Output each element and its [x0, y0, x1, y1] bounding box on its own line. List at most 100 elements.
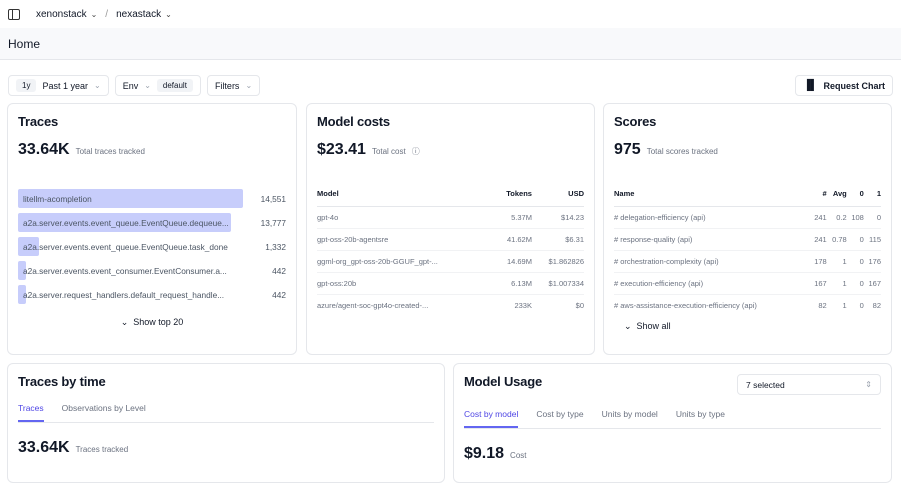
- chevron-up-down-icon: ⇕: [865, 380, 872, 389]
- org-name: xenonstack: [36, 8, 87, 20]
- table-cell: 0: [846, 272, 864, 295]
- total-value: $9.18: [464, 445, 505, 462]
- table-cell: 1: [826, 250, 847, 273]
- table-cell: 5.37M: [494, 206, 532, 229]
- bar-chart-icon: ▐▌: [803, 80, 818, 91]
- table-cell: 115: [863, 228, 881, 251]
- table-cell: 167: [809, 272, 827, 295]
- table-row[interactable]: gpt-oss:20b 6.13M $1.007334: [317, 272, 584, 295]
- traces-by-time-card: Traces by time Traces Observations by Lev…: [7, 363, 445, 483]
- total-value: $23.41: [317, 141, 366, 158]
- model-select-value: 7 selected: [746, 379, 785, 390]
- date-range-button[interactable]: 1y Past 1 year ⌄: [8, 75, 109, 96]
- info-icon[interactable]: ⓘ: [411, 147, 420, 156]
- table-row[interactable]: gpt-oss-20b-agentsre 41.62M $6.31: [317, 228, 584, 251]
- table-cell: 178: [809, 250, 827, 273]
- tab-cost-by-model[interactable]: Cost by model: [464, 409, 519, 428]
- table-cell: $0: [575, 301, 584, 311]
- trace-row[interactable]: litellm-acompletion 14,551: [18, 189, 286, 208]
- scores-card: Scores 975 Total scores tracked Name # Avg 0…: [603, 103, 892, 355]
- table-cell: $6.31: [531, 228, 584, 251]
- table-row[interactable]: # orchestration-complexity (api) 178 1 0 176: [614, 250, 881, 273]
- card-title: Traces by time: [18, 374, 106, 389]
- page-title: Home: [0, 28, 901, 60]
- table-cell: 233K: [514, 301, 532, 311]
- table-cell: # response-quality (api): [614, 228, 810, 251]
- filter-bar: 1y Past 1 year ⌄ Env ⌄ default Filters ⌄ ▐▌ Re…: [8, 75, 893, 96]
- table-cell: 167: [863, 272, 881, 295]
- table-cell: 0: [859, 301, 864, 311]
- project-name: nexastack: [116, 8, 162, 20]
- table-row[interactable]: azure/agent-soc-gpt4o-created-... 233K $0: [317, 295, 584, 317]
- trace-count: 13,777: [260, 217, 286, 228]
- column-header: #: [809, 189, 827, 207]
- table-cell: 241: [809, 206, 827, 229]
- card-title: Scores: [614, 114, 657, 129]
- total-value: 33.64K: [18, 439, 70, 456]
- table-cell: 176: [863, 250, 881, 273]
- sidebar-toggle-icon[interactable]: [8, 8, 20, 20]
- tab-units-by-type[interactable]: Units by type: [675, 409, 725, 419]
- table-cell: 0: [846, 250, 864, 273]
- table-cell: 0.78: [826, 228, 847, 251]
- model-costs-table: Model Tokens USD gpt-4o 5.37M $14.23 gpt-oss-2…: [317, 189, 584, 317]
- table-row[interactable]: # response-quality (api) 241 0.78 0 115: [614, 228, 881, 251]
- table-cell: gpt-4o: [317, 206, 495, 229]
- trace-name: litellm-acompletion: [23, 193, 92, 204]
- table-cell: # aws-assistance-execution-efficiency (a…: [614, 301, 757, 311]
- model-costs-card: Model costs $23.41 Total cost ⓘ Model Token…: [306, 103, 595, 355]
- model-usage-tabs: Cost by model Cost by type Units by model U…: [464, 409, 881, 429]
- table-cell: 41.62M: [494, 228, 532, 251]
- trace-count: 14,551: [260, 193, 286, 204]
- table-cell: 82: [818, 301, 827, 311]
- trace-row[interactable]: a2a.server.events.event_queue.EventQueue…: [18, 213, 286, 232]
- traces-by-time-tabs: Traces Observations by Level: [18, 403, 434, 423]
- trace-name: a2a.server.events.event_queue.EventQueue…: [23, 241, 228, 252]
- table-row[interactable]: # execution-efficiency (api) 167 1 0 167: [614, 272, 881, 295]
- traces-card: Traces 33.64K Total traces tracked litell…: [7, 103, 297, 355]
- chevron-down-icon: ⌄: [90, 9, 98, 19]
- table-row[interactable]: ggml-org_gpt-oss-20b-GGUF_gpt-... 14.69M $…: [317, 250, 584, 273]
- table-cell: 0.2: [826, 206, 847, 229]
- table-cell: gpt-oss:20b: [317, 272, 495, 295]
- show-all-button[interactable]: ⌄ Show all: [624, 320, 671, 331]
- breadcrumb-project[interactable]: nexastack ⌄: [116, 9, 172, 20]
- table-cell: azure/agent-soc-gpt4o-created-...: [317, 301, 429, 311]
- total-label: Total scores tracked: [646, 147, 718, 156]
- filters-button[interactable]: Filters ⌄: [206, 75, 261, 96]
- trace-count: 1,332: [265, 241, 286, 252]
- total-label: Cost: [510, 451, 527, 460]
- trace-row[interactable]: a2a.server.events.event_consumer.EventCo…: [18, 261, 286, 280]
- range-badge: 1y: [16, 79, 37, 92]
- table-row[interactable]: gpt-4o 5.37M $14.23: [317, 206, 584, 229]
- breadcrumb-separator: /: [105, 8, 109, 20]
- breadcrumb-org[interactable]: xenonstack ⌄: [36, 9, 97, 20]
- show-top-button[interactable]: ⌄ Show top 20: [120, 317, 184, 327]
- tab-traces[interactable]: Traces: [18, 403, 44, 422]
- chevron-down-icon: ⌄: [93, 81, 101, 90]
- column-header: Name: [614, 189, 810, 207]
- total-value: 33.64K: [18, 141, 70, 158]
- model-usage-card: Model Usage 7 selected ⇕ Cost by model Cos…: [453, 363, 892, 483]
- trace-bar: [18, 261, 27, 280]
- trace-row[interactable]: a2a.server.events.event_queue.EventQueue…: [18, 237, 286, 256]
- model-select[interactable]: 7 selected ⇕: [737, 374, 881, 395]
- env-label: Env: [122, 80, 139, 91]
- range-label: Past 1 year: [42, 80, 88, 91]
- chevron-down-icon: ⌄: [245, 81, 253, 90]
- trace-name: a2a.server.events.event_queue.EventQueue…: [23, 217, 229, 228]
- tab-cost-by-type[interactable]: Cost by type: [536, 409, 584, 419]
- tab-units-by-model[interactable]: Units by model: [601, 409, 658, 419]
- table-cell: gpt-oss-20b-agentsre: [317, 228, 495, 251]
- table-row[interactable]: # delegation-efficiency (api) 241 0.2 108 0: [614, 206, 881, 229]
- tab-observations-by-level[interactable]: Observations by Level: [61, 403, 146, 413]
- request-chart-button[interactable]: ▐▌ Request Chart: [795, 75, 893, 96]
- trace-bar: [18, 189, 244, 208]
- table-cell: 1: [826, 272, 847, 295]
- trace-count: 442: [272, 289, 286, 300]
- env-filter-button[interactable]: Env ⌄ default: [114, 75, 201, 96]
- trace-count: 442: [272, 265, 286, 276]
- total-label: Total traces tracked: [75, 147, 145, 156]
- trace-row[interactable]: a2a.server.request_handlers.default_requ…: [18, 285, 286, 304]
- table-row[interactable]: # aws-assistance-execution-efficiency (a…: [614, 295, 881, 317]
